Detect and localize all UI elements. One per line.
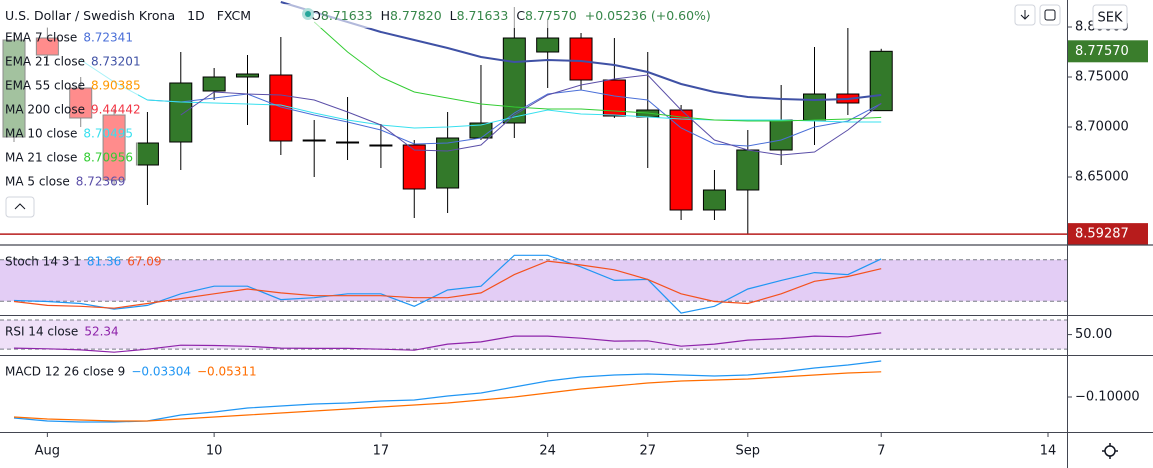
x-tick-label: 14 [1040, 444, 1057, 459]
indicator-line [80, 59, 882, 129]
price-badge [1068, 40, 1148, 63]
candle-body [135, 142, 159, 166]
level-badge [1068, 223, 1148, 246]
ohlc-value: 8.77820 [390, 8, 442, 23]
x-tick-label: 7 [877, 444, 885, 459]
legend-name: MA 200 close [5, 103, 85, 117]
band [0, 320, 1067, 350]
legend-value: 67.09 [127, 255, 161, 269]
candle-body [736, 149, 760, 191]
ohlc-key: L [450, 8, 457, 23]
indicator-line [180, 74, 882, 156]
y-tick-label: 8.65000 [1075, 170, 1129, 185]
legend-value: 8.72341 [83, 31, 133, 45]
candle-body [536, 37, 560, 53]
y-tick-label: 8.70000 [1075, 120, 1129, 135]
ohlc-value: 8.77570 [525, 8, 577, 23]
download-icon [1020, 10, 1030, 20]
legend-name: EMA 7 close [5, 31, 77, 45]
price-label: 8.77570 [1075, 44, 1129, 59]
source: FXCM [217, 8, 251, 23]
plot-area: 8.800008.750008.700008.650008.592878.775… [0, 1, 1148, 459]
ohlc-key: O [311, 8, 321, 23]
legend-title: RSI 14 close [5, 325, 78, 339]
x-tick-label: 24 [539, 444, 556, 459]
candle-body [202, 76, 226, 92]
legend-name: EMA 21 close [5, 55, 85, 69]
candle-body [235, 73, 259, 78]
currency-button[interactable] [1092, 4, 1128, 30]
legend-value: 8.70495 [83, 127, 133, 141]
legend-value: 8.90385 [91, 79, 141, 93]
legend-value: −0.05311 [197, 365, 257, 379]
currency: SEK [1098, 11, 1123, 26]
candle-body [402, 144, 426, 190]
ohlc-key: C [516, 8, 525, 23]
x-tick-label: Sep [736, 444, 761, 459]
candle-body [269, 74, 293, 142]
x-tick-label: 10 [206, 444, 223, 459]
panel [0, 254, 1067, 314]
indicator-line [280, 1, 882, 102]
collapse-icon [14, 203, 26, 210]
candle-body [169, 82, 193, 143]
legend-value: 8.70956 [83, 151, 133, 165]
panel [13, 360, 882, 423]
legend-name: EMA 55 close [5, 79, 85, 93]
candle-body [436, 137, 460, 189]
x-tick-label: 27 [639, 444, 656, 459]
panel [0, 319, 1067, 353]
legend-name: MA 10 close [5, 127, 77, 141]
legend-name: MA 21 close [5, 151, 77, 165]
y-tick-label: 8.75000 [1075, 70, 1129, 85]
y-tick-label: −0.10000 [1075, 389, 1140, 404]
legend-value: 8.73201 [91, 55, 141, 69]
candle-body [869, 50, 893, 112]
y-tick-label: 50.00 [1075, 327, 1112, 342]
legend-name: MA 5 close [5, 175, 70, 189]
refresh-button[interactable] [1039, 4, 1061, 26]
header-bg [0, 4, 1017, 28]
candle-body [336, 141, 360, 144]
indicator-line [147, 89, 882, 147]
candle-body [369, 144, 393, 147]
legend-value: 8.72369 [76, 175, 126, 189]
header: U.S. Dollar / Swedish Krona 1D FXCM O8.7… [5, 8, 711, 23]
legend-value: 81.36 [87, 255, 121, 269]
indicator-line [13, 360, 882, 423]
level-label: 8.59287 [1075, 227, 1129, 242]
indicator-line [313, 21, 882, 122]
refresh-icon [1044, 9, 1056, 21]
legend-value: 52.34 [84, 325, 118, 339]
symbol: U.S. Dollar / Swedish Krona [5, 8, 175, 23]
settings-icon [1102, 443, 1118, 459]
candle-body [602, 79, 626, 117]
legend-title: Stoch 14 3 1 [5, 255, 81, 269]
ohlc-value: 8.71633 [321, 8, 373, 23]
indicator-line [13, 260, 882, 309]
candle-body [669, 109, 693, 211]
candle-body [769, 119, 793, 151]
legend-value: −0.03304 [131, 365, 191, 379]
candle-body [502, 37, 526, 124]
legend-title: MACD 12 26 close 9 [5, 365, 125, 379]
ohlc-key: H [381, 8, 390, 23]
collapse-legend[interactable] [5, 196, 35, 218]
change: +0.05236 (+0.60%) [585, 8, 711, 23]
legend-value: 9.44442 [91, 103, 141, 117]
candle-body [803, 93, 827, 121]
legend-bg [0, 26, 138, 192]
candle-body [702, 189, 726, 211]
x-tick-label: Aug [35, 444, 60, 459]
candle-body [302, 139, 326, 142]
ohlc-value: 8.71633 [457, 8, 509, 23]
x-tick-label: 17 [373, 444, 390, 459]
status-dot [305, 11, 311, 17]
indicator-line [13, 371, 882, 422]
indicator-line [13, 332, 882, 353]
candle-body [569, 37, 593, 81]
interval: 1D [187, 8, 205, 23]
